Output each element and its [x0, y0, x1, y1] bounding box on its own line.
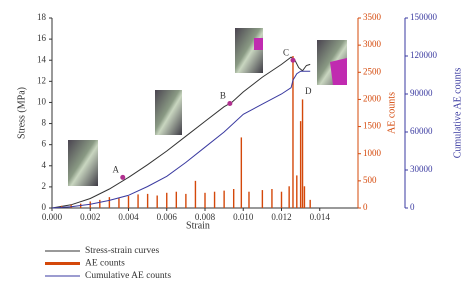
ae-bar [204, 192, 206, 208]
point-label: A [113, 164, 120, 174]
y3-tick-label: 0 [410, 202, 415, 212]
photo [68, 140, 98, 186]
y2-tick-label: 1500 [363, 121, 382, 131]
point-label: C [283, 47, 289, 57]
x-tick-label: 0.014 [310, 212, 331, 222]
x-tick-label: 0.008 [195, 212, 216, 222]
ae-bar [213, 191, 216, 208]
y2-tick-label: 0 [363, 202, 368, 212]
legend-label: AE counts [85, 259, 125, 269]
ae-bar [185, 193, 187, 208]
ae-bar [118, 198, 120, 208]
y-tick-label: 6 [42, 139, 47, 149]
ae-bar [303, 186, 306, 208]
ae-bar [261, 190, 264, 208]
ae-bar [223, 190, 225, 208]
ae-bar [292, 56, 294, 208]
point-marker [290, 57, 296, 63]
y-axis-label: Stress (MPa) [16, 87, 27, 139]
legend-label: Cumulative AE counts [85, 271, 171, 281]
y3-tick-label: 30000 [410, 164, 433, 174]
ae-bar [146, 193, 149, 208]
photo [235, 28, 263, 73]
x-tick-label: 0.000 [42, 212, 63, 222]
ae-bar [232, 189, 235, 208]
y-tick-label: 2 [42, 181, 47, 191]
legend-label: Stress-strain curves [85, 246, 159, 256]
ae-bar [309, 199, 311, 208]
ae-bar [137, 194, 139, 208]
ae-bar [127, 196, 130, 208]
y-tick-label: 10 [37, 97, 47, 107]
ae-bar [240, 137, 243, 208]
ae-bar [288, 186, 290, 208]
point-label: B [220, 91, 226, 101]
annotation: D [305, 86, 312, 96]
y2-tick-label: 2500 [363, 66, 382, 76]
ae-bar [248, 191, 250, 208]
ae-bar [156, 195, 158, 208]
y3-tick-label: 90000 [410, 88, 433, 98]
y-tick-label: 12 [37, 75, 46, 85]
x-tick-label: 0.004 [118, 212, 139, 222]
y-tick-label: 0 [42, 202, 47, 212]
ae-bar [301, 99, 304, 208]
y-tick-label: 18 [37, 12, 47, 22]
ae-bar [89, 201, 91, 208]
ae-bar [99, 199, 101, 208]
ae-bar [299, 121, 302, 208]
x-tick-label: 0.006 [157, 212, 178, 222]
y3-axis-label: Cumulative AE counts [452, 68, 463, 159]
point-marker [227, 101, 233, 106]
x-axis-label: Strain [186, 220, 210, 231]
point-marker [120, 174, 126, 180]
y-tick-label: 16 [37, 33, 47, 43]
ae-bar [175, 191, 178, 208]
y3-tick-label: 120000 [410, 50, 438, 60]
x-tick-label: 0.002 [80, 212, 100, 222]
ae-bar [296, 175, 298, 208]
x-tick-label: 0.010 [233, 212, 254, 222]
photo-damage [254, 38, 263, 50]
y2-tick-label: 3000 [363, 39, 382, 49]
y-tick-label: 14 [37, 54, 47, 64]
ae-bar [166, 192, 168, 208]
y2-tick-label: 1000 [363, 148, 382, 158]
y-tick-label: 8 [42, 118, 47, 128]
x-tick-label: 0.012 [271, 212, 291, 222]
y-tick-label: 4 [42, 160, 47, 170]
photo [155, 90, 182, 135]
y2-tick-label: 3500 [363, 12, 382, 22]
ae-bar [194, 180, 197, 208]
y2-tick-label: 2000 [363, 93, 382, 103]
series-line [51, 70, 311, 209]
y2-tick-label: 500 [363, 175, 377, 185]
y3-tick-label: 60000 [410, 126, 433, 136]
specimen-photos [68, 28, 347, 186]
y3-tick-label: 150000 [410, 12, 438, 22]
photo-damage [330, 58, 347, 85]
ae-bar [271, 189, 273, 208]
ae-bar [280, 191, 283, 208]
y2-axis-label: AE counts [386, 92, 397, 134]
ae-bar [108, 197, 111, 208]
